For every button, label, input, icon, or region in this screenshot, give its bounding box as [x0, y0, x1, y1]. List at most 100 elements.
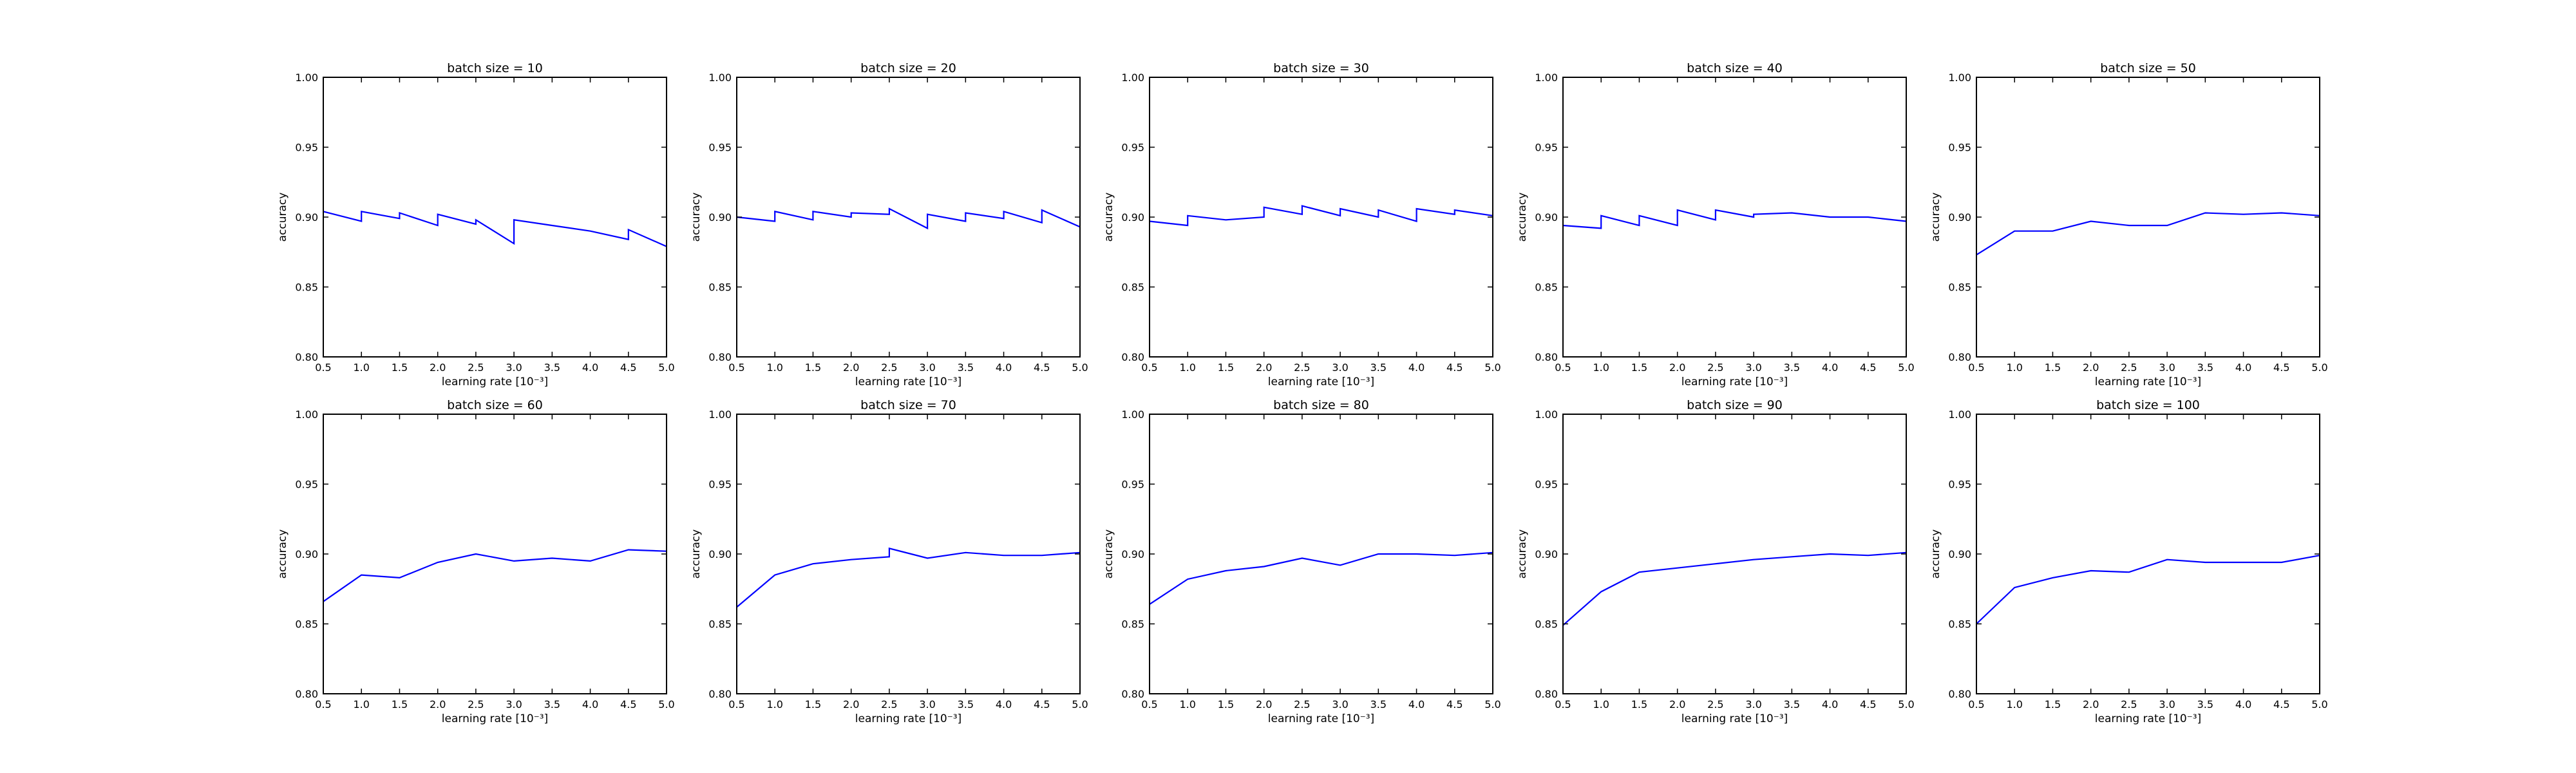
x-tick-label: 4.5	[1034, 698, 1050, 711]
x-tick-label: 4.0	[582, 361, 598, 374]
subplot-title: batch size = 20	[860, 61, 956, 75]
x-axis-label: learning rate [10⁻³]	[1268, 712, 1374, 725]
subplot-title: batch size = 10	[447, 61, 543, 75]
y-tick-label: 0.85	[1535, 282, 1558, 294]
y-tick-label: 0.95	[295, 479, 318, 491]
y-tick-label: 0.95	[1535, 142, 1558, 154]
x-tick-label: 3.5	[1784, 698, 1800, 711]
x-tick-label: 3.5	[958, 361, 974, 374]
y-tick-label: 1.00	[1121, 408, 1144, 421]
subplot: batch size = 30 0.5 1.0 1.5 2.0 2.5 3.0 3.5 4.0 4…	[1103, 61, 1501, 388]
series-line	[1149, 551, 1493, 606]
y-tick-label: 0.90	[1121, 548, 1144, 560]
x-tick-label: 3.5	[1370, 698, 1387, 711]
x-tick-label: 1.5	[1218, 361, 1234, 374]
x-tick-label: 1.0	[2006, 698, 2022, 711]
x-tick-label: 3.5	[2197, 698, 2213, 711]
x-tick-label: 2.0	[843, 698, 859, 711]
x-tick-label: 4.5	[1446, 698, 1463, 711]
series-line	[323, 210, 667, 247]
x-tick-label: 4.0	[2235, 698, 2251, 711]
x-tick-label: 1.0	[1593, 361, 1609, 374]
plot-frame	[323, 77, 667, 358]
x-tick-label: 2.0	[1669, 361, 1685, 374]
series-line	[323, 549, 667, 602]
y-tick-label: 0.85	[1121, 282, 1144, 294]
x-tick-label: 2.5	[1707, 698, 1723, 711]
subplot: batch size = 10 0.5 1.0 1.5 2.0 2.5 3.0 3.5 4.0 4…	[276, 61, 675, 388]
x-tick-label: 0.5	[1141, 361, 1157, 374]
x-tick-label: 3.0	[919, 698, 935, 711]
y-tick-label: 0.85	[295, 618, 318, 631]
x-tick-label: 3.0	[919, 361, 935, 374]
x-axis-label: learning rate [10⁻³]	[442, 712, 548, 725]
x-tick-label: 1.5	[805, 698, 821, 711]
x-tick-label: 5.0	[1484, 698, 1501, 711]
y-tick-label: 1.00	[1948, 408, 1971, 421]
x-tick-label: 5.0	[1072, 698, 1088, 711]
x-tick-label: 5.0	[2311, 698, 2327, 711]
x-tick-label: 2.5	[1294, 361, 1310, 374]
x-tick-label: 2.0	[430, 361, 446, 374]
x-tick-label: 4.0	[2235, 361, 2251, 374]
plot-frame	[1976, 77, 2320, 358]
subplot: batch size = 20 0.5 1.0 1.5 2.0 2.5 3.0 3.5 4.0 4…	[690, 61, 1088, 388]
x-tick-label: 1.0	[2006, 361, 2022, 374]
y-tick-label: 0.90	[295, 548, 318, 560]
y-tick-label: 0.95	[1948, 479, 1971, 491]
y-tick-label: 1.00	[295, 72, 318, 84]
x-tick-label: 1.5	[392, 698, 408, 711]
subplot: batch size = 70 0.5 1.0 1.5 2.0 2.5 3.0 3.5 4.0 4…	[690, 398, 1088, 725]
y-tick-label: 0.85	[295, 282, 318, 294]
y-tick-label: 1.00	[1948, 72, 1971, 84]
series-line	[1149, 205, 1493, 227]
x-tick-label: 1.0	[1593, 698, 1609, 711]
x-axis-label: learning rate [10⁻³]	[2095, 712, 2201, 725]
x-tick-label: 2.5	[1707, 361, 1723, 374]
x-tick-label: 0.5	[1968, 361, 1984, 374]
y-tick-label: 0.85	[1948, 282, 1971, 294]
x-tick-label: 3.5	[544, 361, 560, 374]
y-tick-label: 0.85	[1121, 618, 1144, 631]
subplot-title: batch size = 30	[1273, 61, 1369, 75]
plot-frame	[1562, 414, 1907, 694]
y-tick-label: 0.80	[1948, 688, 1971, 700]
y-tick-label: 0.80	[708, 351, 732, 363]
y-tick-label: 0.80	[708, 688, 732, 700]
x-tick-label: 4.5	[620, 698, 636, 711]
y-tick-label: 0.95	[295, 142, 318, 154]
y-tick-label: 0.80	[1121, 688, 1144, 700]
y-axis-label: accuracy	[1929, 530, 1942, 579]
x-tick-label: 4.5	[1034, 361, 1050, 374]
x-tick-label: 1.5	[1631, 698, 1647, 711]
x-tick-label: 1.0	[353, 361, 369, 374]
x-tick-label: 1.5	[1631, 361, 1647, 374]
x-tick-label: 0.5	[1555, 361, 1571, 374]
y-axis-label: accuracy	[276, 193, 289, 242]
x-tick-label: 4.0	[1408, 361, 1425, 374]
y-tick-label: 1.00	[1535, 408, 1558, 421]
y-tick-label: 0.90	[1948, 211, 1971, 224]
x-tick-label: 1.0	[1179, 698, 1195, 711]
x-tick-label: 3.5	[544, 698, 560, 711]
subplot: batch size = 50 0.5 1.0 1.5 2.0 2.5 3.0 3.5 4.0 4…	[1929, 61, 2328, 388]
x-axis-label: learning rate [10⁻³]	[1681, 376, 1788, 388]
x-axis-label: learning rate [10⁻³]	[855, 712, 961, 725]
subplot: batch size = 40 0.5 1.0 1.5 2.0 2.5 3.0 3.5 4.0 4…	[1516, 61, 1915, 388]
x-tick-label: 4.0	[1822, 698, 1838, 711]
series-line	[1562, 209, 1907, 229]
x-tick-label: 3.5	[958, 698, 974, 711]
y-tick-label: 0.95	[1121, 142, 1144, 154]
x-tick-label: 2.5	[1294, 698, 1310, 711]
y-tick-label: 0.80	[1535, 688, 1558, 700]
x-tick-label: 0.5	[1555, 698, 1571, 711]
plot-frame	[1149, 414, 1493, 694]
x-tick-label: 3.0	[1745, 698, 1761, 711]
x-tick-label: 3.5	[1784, 361, 1800, 374]
y-tick-label: 1.00	[708, 408, 732, 421]
subplot-title: batch size = 80	[1273, 398, 1369, 412]
plot-frame	[736, 77, 1081, 358]
x-axis-label: learning rate [10⁻³]	[2095, 376, 2201, 388]
x-tick-label: 4.0	[996, 361, 1012, 374]
x-tick-label: 2.5	[2121, 361, 2137, 374]
